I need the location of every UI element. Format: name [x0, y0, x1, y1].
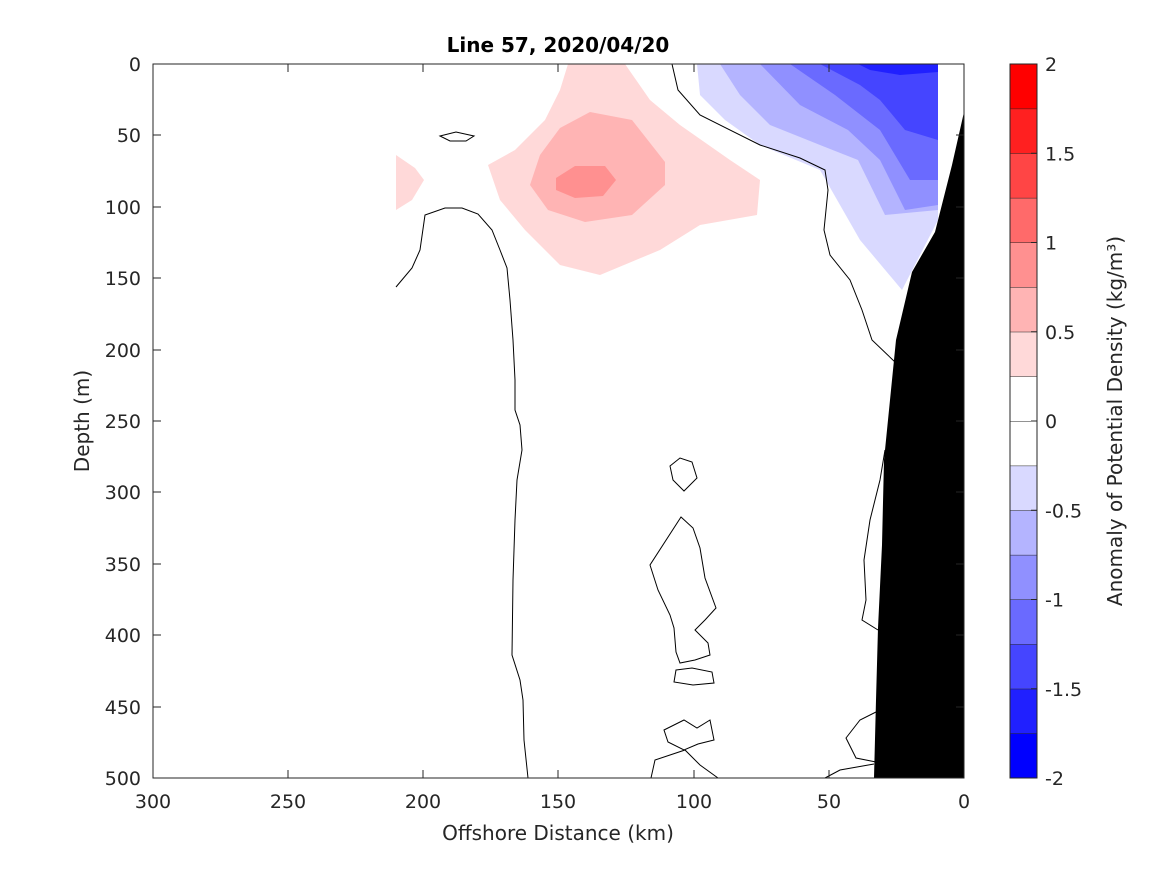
- colorbar-band: [1010, 242, 1037, 288]
- neg-anomaly-6: [858, 64, 938, 75]
- y-tick-label: 200: [105, 340, 141, 362]
- bathymetry-seafloor: [874, 112, 964, 778]
- colorbar-tick-label: -1: [1045, 590, 1064, 612]
- colorbar-tick-label: -1.5: [1045, 679, 1082, 701]
- x-tick-label: 250: [270, 791, 306, 813]
- x-tick-label: 150: [540, 791, 576, 813]
- colorbar-band: [1010, 376, 1037, 421]
- zero-contour-small-loop: [438, 131, 476, 142]
- colorbar: -2 -1.5 -1 -0.5 0 0.5 1 1.5 2 Anomaly of Potenti…: [1009, 54, 1127, 790]
- zero-contour-loop-d: [663, 719, 715, 751]
- colorbar-label: Anomaly of Potential Density (kg/m³): [1103, 236, 1127, 606]
- colorbar-tick-label: 1.5: [1045, 143, 1075, 165]
- colorbar-tick-label: -0.5: [1045, 500, 1082, 522]
- colorbar-band: [1010, 331, 1037, 377]
- y-tick-label: 0: [129, 54, 141, 76]
- x-tick-label: 100: [676, 791, 712, 813]
- colorbar-band: [1010, 554, 1037, 600]
- neg-anomaly-5: [820, 64, 938, 140]
- colorbar-band: [1010, 644, 1037, 689]
- colorbar-tick-label: 0: [1045, 411, 1057, 433]
- x-tick-label: 200: [405, 791, 441, 813]
- x-tick-label: 300: [135, 791, 171, 813]
- colorbar-band: [1010, 465, 1037, 511]
- y-tick-label: 50: [117, 125, 141, 147]
- zero-contour-slope-b: [845, 711, 877, 763]
- y-tick-label: 100: [105, 197, 141, 219]
- zero-contour-bottom-a: [650, 749, 719, 779]
- y-tick-label: 450: [105, 697, 141, 719]
- colorbar-band: [1010, 510, 1037, 555]
- colorbar-band: [1010, 688, 1037, 734]
- chart-title: Line 57, 2020/04/20: [447, 33, 670, 57]
- zero-contour-loop-c: [673, 667, 715, 686]
- y-tick-label: 400: [105, 625, 141, 647]
- pos-anomaly-left-lobe: [396, 155, 424, 210]
- y-tick-label: 350: [105, 554, 141, 576]
- colorbar-band: [1010, 197, 1037, 243]
- zero-contour-slope-a: [861, 449, 886, 631]
- y-tick-label: 300: [105, 482, 141, 504]
- colorbar-band: [1010, 287, 1037, 332]
- colorbar-bands: [1010, 63, 1037, 778]
- zero-contour-bottom-b: [824, 763, 875, 779]
- colorbar-band: [1010, 733, 1037, 778]
- x-tick-label: 50: [817, 791, 841, 813]
- zero-contour-coastal: [671, 63, 896, 363]
- y-tick-label: 250: [105, 411, 141, 433]
- colorbar-tick-label: 2: [1045, 54, 1057, 76]
- y-axis: 0 50 100 150 200 250 300 350 400 450 500…: [70, 54, 964, 790]
- x-axis-label: Offshore Distance (km): [442, 821, 674, 845]
- colorbar-band: [1010, 421, 1037, 466]
- colorbar-band: [1010, 64, 1037, 109]
- zero-contour-loop-a: [669, 457, 698, 492]
- zero-contours: [395, 63, 896, 779]
- y-tick-label: 150: [105, 268, 141, 290]
- y-axis-label: Depth (m): [70, 370, 94, 472]
- colorbar-tick-label: -2: [1045, 768, 1064, 790]
- pos-anomaly-core: [556, 166, 616, 198]
- zero-contour-loop-b: [649, 516, 717, 664]
- colorbar-ticks: -2 -1.5 -1 -0.5 0 0.5 1 1.5 2: [1031, 54, 1082, 790]
- y-tick-label: 500: [105, 768, 141, 790]
- x-axis: 300 250 200 150 100 50 0 Offshore Distan…: [135, 64, 970, 845]
- colorbar-band: [1010, 108, 1037, 154]
- plot-area: [152, 63, 965, 779]
- colorbar-tick-label: 0.5: [1045, 322, 1075, 344]
- colorbar-band: [1010, 153, 1037, 198]
- zero-contour-upper-left: [395, 207, 529, 779]
- colorbar-band: [1010, 599, 1037, 645]
- colorbar-tick-label: 1: [1045, 233, 1057, 255]
- x-tick-label: 0: [958, 791, 970, 813]
